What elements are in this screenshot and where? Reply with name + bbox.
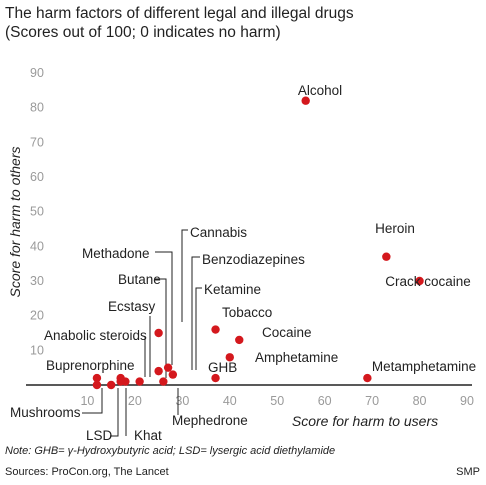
footnote: Note: GHB= γ-Hydroxybutyric acid; LSD= l… — [5, 445, 336, 457]
data-point — [363, 373, 372, 383]
data-point — [301, 96, 310, 105]
data-point — [225, 353, 234, 362]
y-tick-label: 80 — [30, 101, 44, 115]
point-labels: Alcohol Heroin Crack cocaine Metamphetamine… — [10, 83, 476, 440]
point-label: Cannabis — [190, 225, 247, 240]
x-tick-label: 10 — [80, 394, 94, 408]
data-point — [415, 276, 424, 286]
data-point — [154, 366, 163, 376]
point-label: Butane — [118, 272, 161, 287]
point-label: GHB — [208, 360, 237, 375]
y-tick-label: 70 — [30, 135, 44, 149]
point-label: Anabolic steroids — [44, 328, 147, 343]
y-tick-labels: 10 20 30 40 50 60 70 80 90 — [30, 66, 44, 357]
point-label: Ecstasy — [108, 299, 156, 314]
data-point — [154, 328, 163, 338]
data-point — [159, 377, 168, 386]
point-label: Khat — [134, 428, 162, 440]
data-point — [168, 370, 178, 379]
x-tick-label: 20 — [128, 394, 142, 408]
leader-line — [181, 229, 188, 322]
point-label: Methadone — [82, 246, 150, 261]
data-point — [106, 380, 116, 390]
x-tick-label: 70 — [365, 394, 379, 408]
point-label: Crack cocaine — [385, 274, 471, 289]
y-tick-label: 50 — [30, 205, 44, 219]
y-tick-label: 90 — [30, 66, 44, 80]
x-tick-label: 40 — [223, 394, 237, 408]
leader-line — [82, 388, 103, 414]
leader-line — [155, 251, 173, 365]
data-point — [382, 252, 391, 261]
x-axis-label: Score for harm to users — [292, 413, 438, 429]
data-point — [211, 325, 220, 334]
y-axis-label: Score for harm to others — [7, 147, 23, 298]
y-tick-label: 60 — [30, 170, 44, 184]
data-point — [92, 380, 102, 390]
y-tick-label: 30 — [30, 274, 44, 288]
data-point — [92, 373, 102, 383]
point-label: Metamphetamine — [372, 359, 476, 374]
x-tick-label: 50 — [270, 394, 284, 408]
y-tick-label: 20 — [30, 309, 44, 323]
leader-line — [155, 278, 167, 378]
y-tick-label: 40 — [30, 239, 44, 253]
data-point — [135, 377, 144, 386]
leader-line — [195, 287, 202, 370]
point-label: Alcohol — [298, 83, 342, 98]
point-label: Cocaine — [262, 325, 312, 340]
leader-line — [191, 256, 200, 370]
data-point — [163, 363, 173, 372]
chart-title: The harm factors of different legal and … — [5, 5, 354, 22]
point-label: Benzodiazepines — [202, 252, 305, 267]
point-label: Tobacco — [222, 305, 272, 320]
point-label: Mushrooms — [10, 405, 81, 420]
label-leader-lines — [82, 229, 202, 437]
data-points — [92, 96, 424, 390]
x-tick-label: 30 — [175, 394, 189, 408]
data-point — [116, 377, 125, 386]
point-label: Buprenorphine — [46, 358, 135, 373]
x-tick-label: 80 — [413, 394, 427, 408]
data-point — [235, 335, 244, 345]
point-label: Mephedrone — [172, 413, 248, 428]
scatter-chart: 10 20 30 40 50 60 70 80 90 10 20 30 40 50 60 70 80 90 Al… — [7, 66, 476, 440]
x-tick-label: 90 — [460, 394, 474, 408]
point-label: Amphetamine — [255, 350, 338, 365]
credit-label: SMP — [456, 466, 480, 478]
point-label: LSD — [86, 428, 113, 440]
point-label: Heroin — [375, 221, 415, 236]
sources-line: Sources: ProCon.org, The Lancet — [5, 466, 169, 478]
leader-line — [110, 388, 119, 437]
x-tick-labels: 10 20 30 40 50 60 70 80 90 — [80, 394, 474, 408]
point-label: Ketamine — [204, 282, 261, 297]
chart-subtitle: (Scores out of 100; 0 indicates no harm) — [5, 24, 281, 41]
x-tick-label: 60 — [318, 394, 332, 408]
data-point — [211, 373, 220, 383]
y-tick-label: 10 — [30, 343, 44, 357]
